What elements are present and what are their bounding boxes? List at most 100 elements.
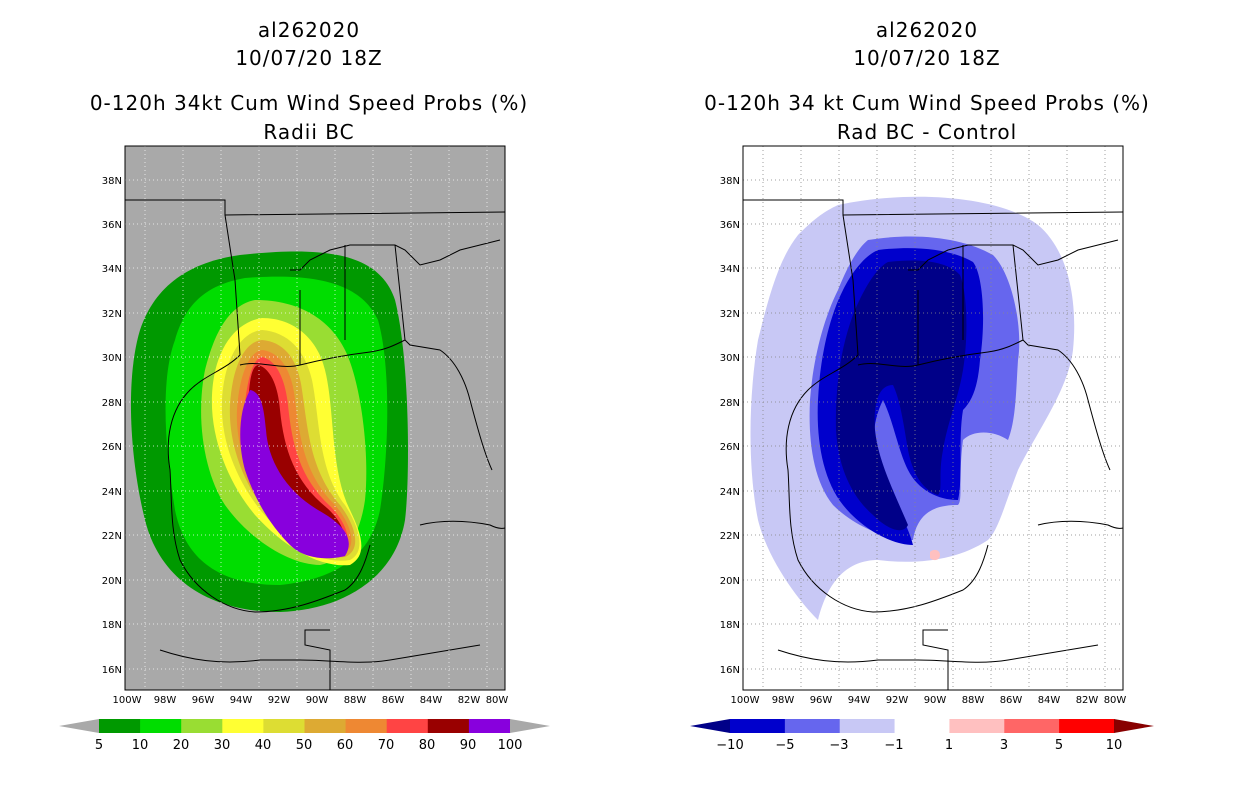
lat-labels: 38N 36N 34N 32N 30N 28N 26N 24N 22N 20N … — [720, 176, 740, 676]
colorbar-swatch — [386, 719, 429, 733]
colorbar-swatch — [949, 719, 1005, 733]
subtitle: Rad BC - Control — [836, 120, 1018, 144]
grid-lines — [743, 146, 1123, 690]
product-title: 0-120h 34 kt Cum Wind Speed Probs (%) — [704, 91, 1150, 115]
colorbar-swatch — [304, 719, 347, 733]
lon-label: 80W — [1104, 695, 1127, 706]
lat-labels: 38N 36N 34N 32N 30N 28N 26N 24N 22N 20N … — [102, 176, 122, 676]
lat-label: 18N — [102, 620, 122, 631]
lon-label: 88W — [344, 695, 367, 706]
colorbar-label: 80 — [419, 738, 436, 753]
lon-label: 100W — [113, 695, 142, 706]
colorbar-label: 1 — [945, 738, 953, 753]
contour-80 — [248, 365, 345, 550]
colorbar-label: 70 — [378, 738, 395, 753]
lon-labels: 100W 98W 96W 94W 92W 90W 88W 86W 84W 82W… — [113, 695, 509, 706]
contour-minus-10 — [835, 260, 967, 531]
datetime-title: 10/07/20 18Z — [235, 46, 383, 70]
map-frame — [742, 145, 1124, 691]
lon-label: 80W — [486, 695, 509, 706]
lat-label: 38N — [102, 176, 122, 187]
colorbar-label: 20 — [173, 738, 190, 753]
lon-label: 92W — [268, 695, 291, 706]
colorbar-over-triangle — [1114, 719, 1154, 733]
colorbar-label: −10 — [716, 738, 743, 753]
lon-label: 82W — [458, 695, 481, 706]
lat-label: 16N — [102, 665, 122, 676]
lon-label: 94W — [230, 695, 253, 706]
lat-label: 24N — [720, 487, 740, 498]
contour-100 — [240, 390, 349, 559]
datetime-title: 10/07/20 18Z — [853, 46, 1001, 70]
colorbar-over-triangle — [510, 719, 550, 733]
lat-label: 36N — [102, 220, 122, 231]
coastlines — [743, 199, 1123, 690]
lat-label: 18N — [720, 620, 740, 631]
lon-label: 94W — [848, 695, 871, 706]
lon-label: 88W — [962, 695, 985, 706]
colorbar-swatch — [1059, 719, 1115, 733]
lon-label: 90W — [306, 695, 329, 706]
colorbar-under-triangle — [59, 719, 99, 733]
lon-label: 100W — [731, 695, 760, 706]
lon-labels: 100W 98W 96W 94W 92W 90W 88W 86W 84W 82W… — [731, 695, 1127, 706]
colorbar-labels: 5 10 20 30 40 50 60 70 80 90 100 — [95, 738, 523, 753]
probability-map: 38N 36N 34N 32N 30N 28N 26N 24N 22N 20N … — [59, 145, 550, 753]
colorbar-labels: −10 −5 −3 −1 1 3 5 10 — [716, 738, 1122, 753]
product-title: 0-120h 34kt Cum Wind Speed Probs (%) — [89, 91, 529, 115]
lat-label: 30N — [720, 353, 740, 364]
storm-id-title: al262020 — [875, 18, 979, 42]
lat-label: 20N — [720, 576, 740, 587]
colorbar-swatch — [730, 719, 786, 733]
colorbar-label: 10 — [132, 738, 149, 753]
colorbar-label: 5 — [95, 738, 103, 753]
lat-label: 16N — [720, 665, 740, 676]
lon-label: 92W — [886, 695, 909, 706]
colorbar-swatch — [468, 719, 511, 733]
lat-label: 34N — [720, 264, 740, 275]
map-frame — [124, 145, 506, 691]
lat-label: 20N — [102, 576, 122, 587]
colorbar-swatch — [345, 719, 388, 733]
colorbar-label: 5 — [1055, 738, 1063, 753]
colorbar-label: 50 — [296, 738, 313, 753]
colorbar-label: 10 — [1106, 738, 1123, 753]
lat-label: 26N — [720, 442, 740, 453]
difference-map: 38N 36N 34N 32N 30N 28N 26N 24N 22N 20N … — [690, 145, 1154, 753]
panel-radii-bc: al262020 10/07/20 18Z 0-120h 34kt Cum Wi… — [59, 18, 550, 753]
colorbar-swatch — [894, 719, 950, 733]
colorbar-swatch — [99, 719, 141, 733]
colorbar-label: −3 — [829, 738, 848, 753]
colorbar-label: 3 — [1000, 738, 1008, 753]
lat-label: 26N — [102, 442, 122, 453]
colorbar-swatch — [784, 719, 841, 733]
colorbar-label: 60 — [337, 738, 354, 753]
colorbar — [690, 719, 1154, 733]
colorbar-swatch — [140, 719, 182, 733]
colorbar-label: −5 — [775, 738, 794, 753]
panel-rad-bc-control: al262020 10/07/20 18Z 0-120h 34 kt Cum W… — [618, 0, 1236, 800]
lon-label: 82W — [1076, 695, 1099, 706]
colorbar-label: 90 — [460, 738, 477, 753]
colorbar-swatch — [181, 719, 223, 733]
lon-label: 84W — [420, 695, 443, 706]
lon-label: 84W — [1038, 695, 1061, 706]
lat-label: 32N — [102, 309, 122, 320]
lat-label: 28N — [720, 398, 740, 409]
lat-label: 34N — [102, 264, 122, 275]
colorbar-swatch — [1004, 719, 1060, 733]
colorbar-label: 100 — [498, 738, 523, 753]
lon-label: 98W — [154, 695, 177, 706]
lon-label: 96W — [810, 695, 833, 706]
lat-label: 38N — [720, 176, 740, 187]
colorbar-label: −1 — [884, 738, 903, 753]
storm-id-title: al262020 — [257, 18, 361, 42]
colorbar-under-triangle — [690, 719, 730, 733]
lat-label: 24N — [102, 487, 122, 498]
grid-lines — [125, 146, 505, 690]
lon-label: 90W — [924, 695, 947, 706]
colorbar-swatch — [222, 719, 264, 733]
lon-label: 98W — [772, 695, 795, 706]
colorbar-label: 30 — [214, 738, 231, 753]
lat-label: 30N — [102, 353, 122, 364]
